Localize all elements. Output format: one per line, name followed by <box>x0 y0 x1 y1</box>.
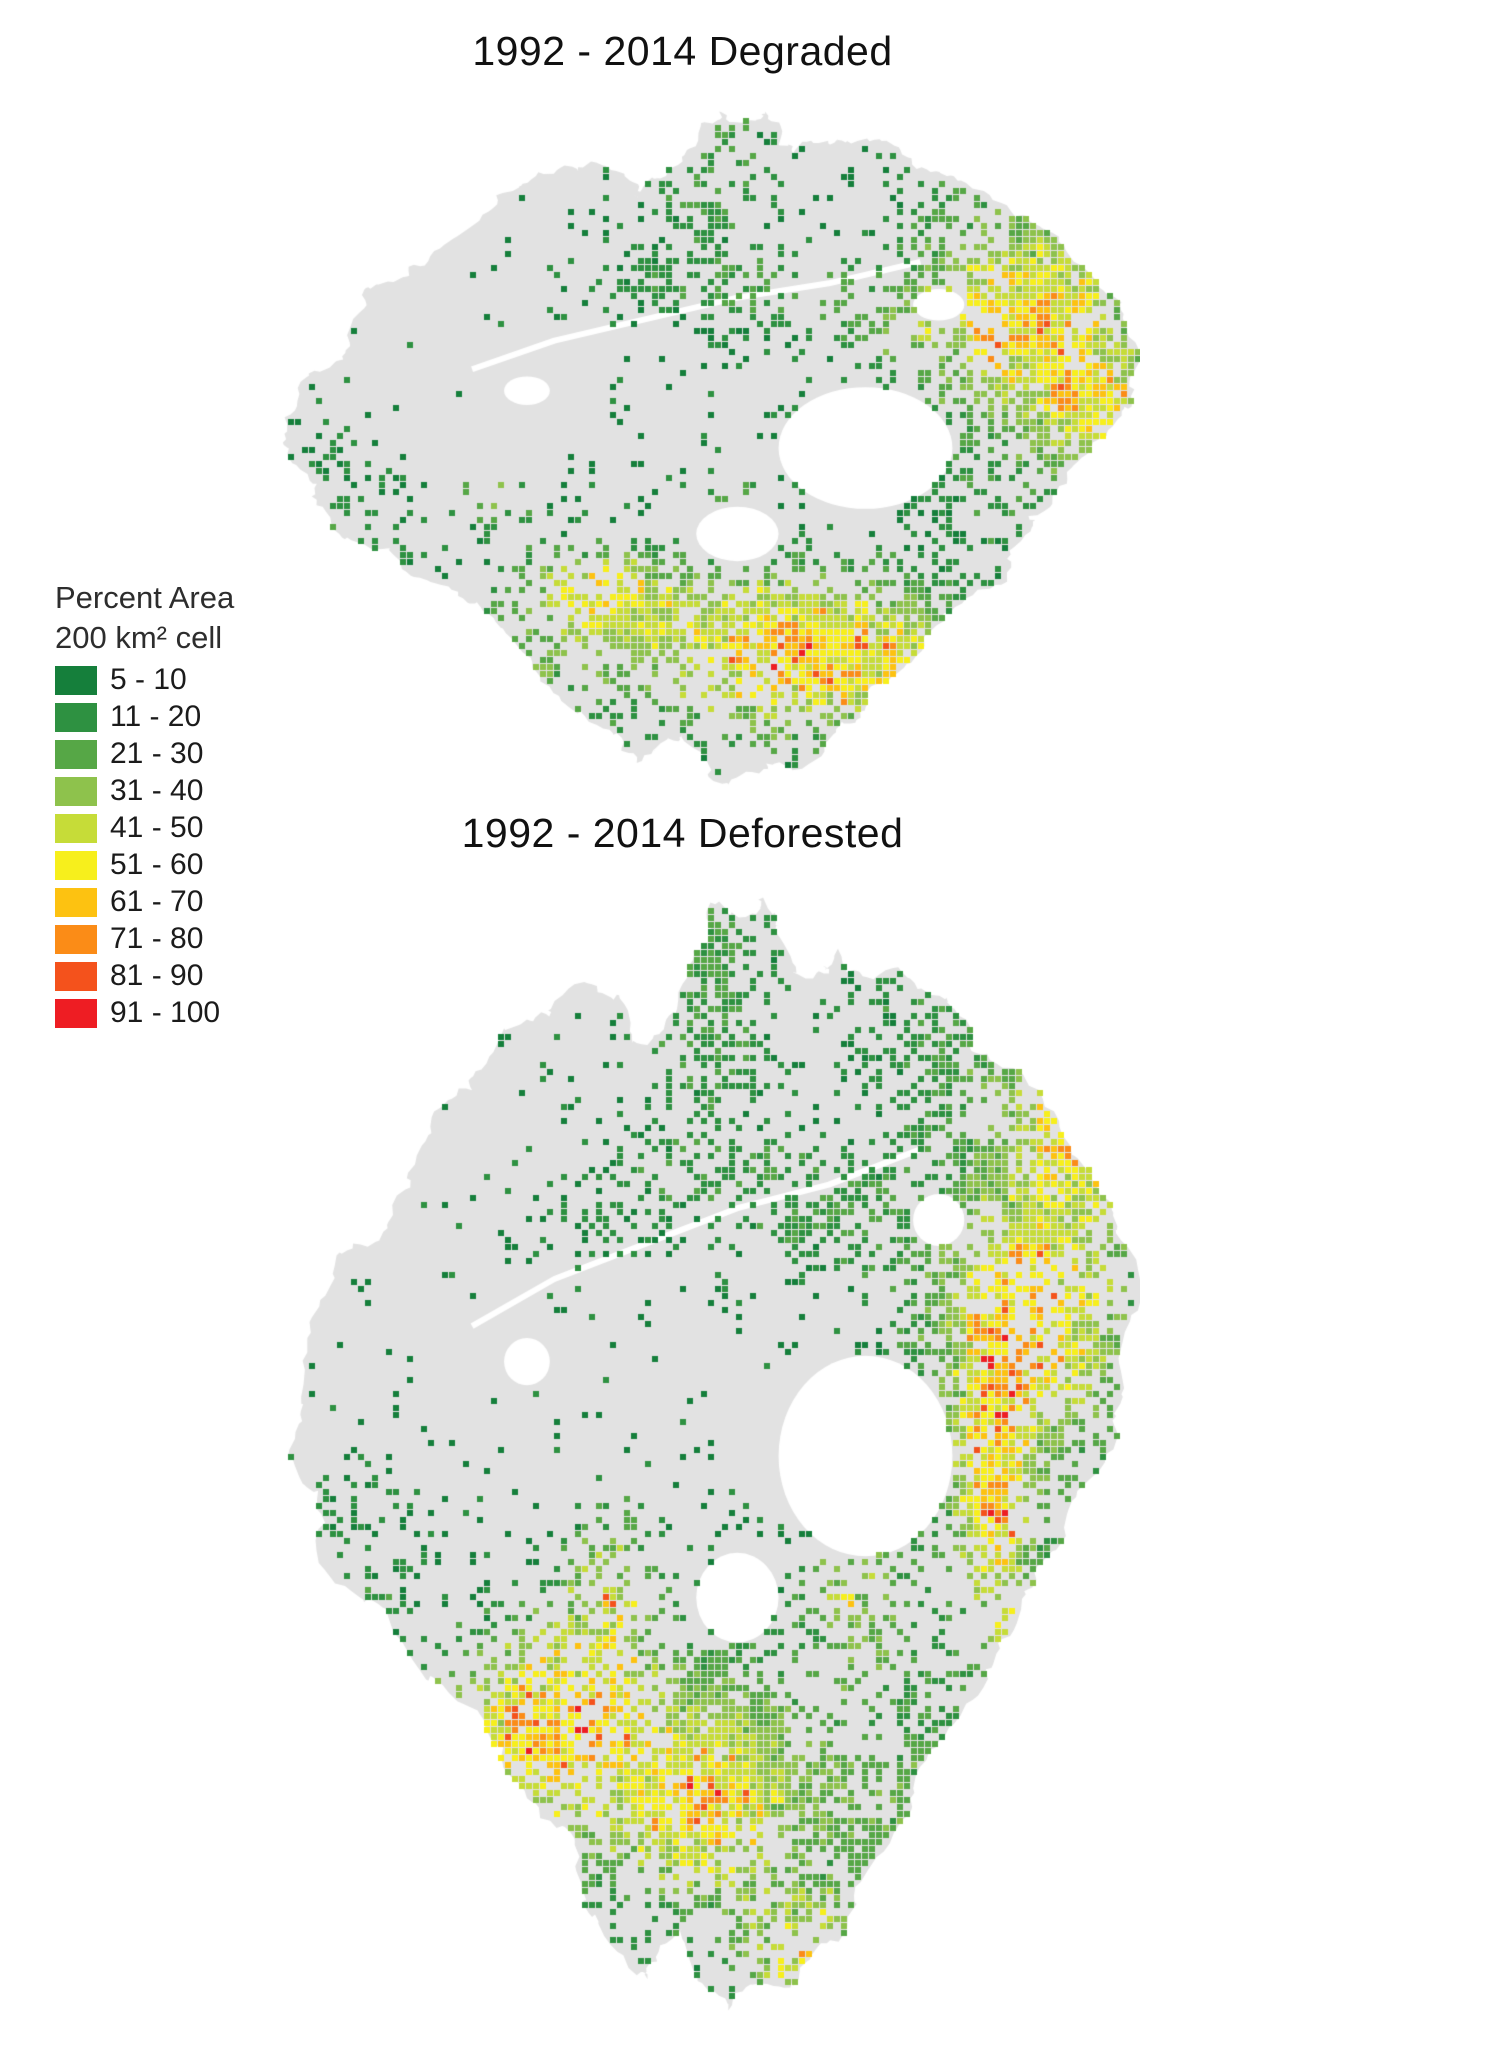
legend-label: 81 - 90 <box>110 959 204 993</box>
legend-swatch <box>55 702 97 732</box>
legend-label: 61 - 70 <box>110 885 204 919</box>
legend-row: 31 - 40 <box>55 774 305 808</box>
legend-row: 21 - 30 <box>55 737 305 771</box>
legend-swatch <box>55 739 97 769</box>
legend-swatch <box>55 665 97 695</box>
legend-row: 81 - 90 <box>55 959 305 993</box>
legend-swatch <box>55 961 97 991</box>
legend-row: 5 - 10 <box>55 663 305 697</box>
map-title-degraded: 1992 - 2014 Degraded <box>472 28 893 74</box>
legend-swatch <box>55 887 97 917</box>
legend-swatch <box>55 998 97 1028</box>
legend-title-line2: 200 km² cell <box>55 619 223 655</box>
legend-label: 41 - 50 <box>110 811 204 845</box>
legend-row: 71 - 80 <box>55 922 305 956</box>
legend-row: 11 - 20 <box>55 700 305 734</box>
map-degraded <box>225 90 1140 806</box>
legend-label: 21 - 30 <box>110 737 204 771</box>
legend-label: 31 - 40 <box>110 774 204 808</box>
legend-row: 41 - 50 <box>55 811 305 845</box>
legend-swatch <box>55 850 97 880</box>
legend-swatch <box>55 924 97 954</box>
legend-swatch <box>55 813 97 843</box>
legend-swatch <box>55 776 97 806</box>
legend-row: 91 - 100 <box>55 996 305 1030</box>
map-title-deforested: 1992 - 2014 Deforested <box>461 810 904 856</box>
legend-label: 11 - 20 <box>110 700 202 734</box>
legend-title-line1: Percent Area <box>55 580 235 615</box>
legend-label: 5 - 10 <box>110 663 187 697</box>
legend-rows: 5 - 10 11 - 20 21 - 30 31 - 40 41 - 50 51 - 6… <box>55 663 305 1030</box>
legend-title: Percent Area 200 km² cell <box>55 578 305 657</box>
legend-row: 51 - 60 <box>55 848 305 882</box>
legend-label: 51 - 60 <box>110 848 204 882</box>
legend-row: 61 - 70 <box>55 885 305 919</box>
legend-label: 71 - 80 <box>110 922 204 956</box>
map-deforested <box>225 866 1140 2046</box>
legend: Percent Area 200 km² cell 5 - 10 11 - 20 2… <box>55 578 305 1030</box>
legend-label: 91 - 100 <box>110 996 221 1030</box>
